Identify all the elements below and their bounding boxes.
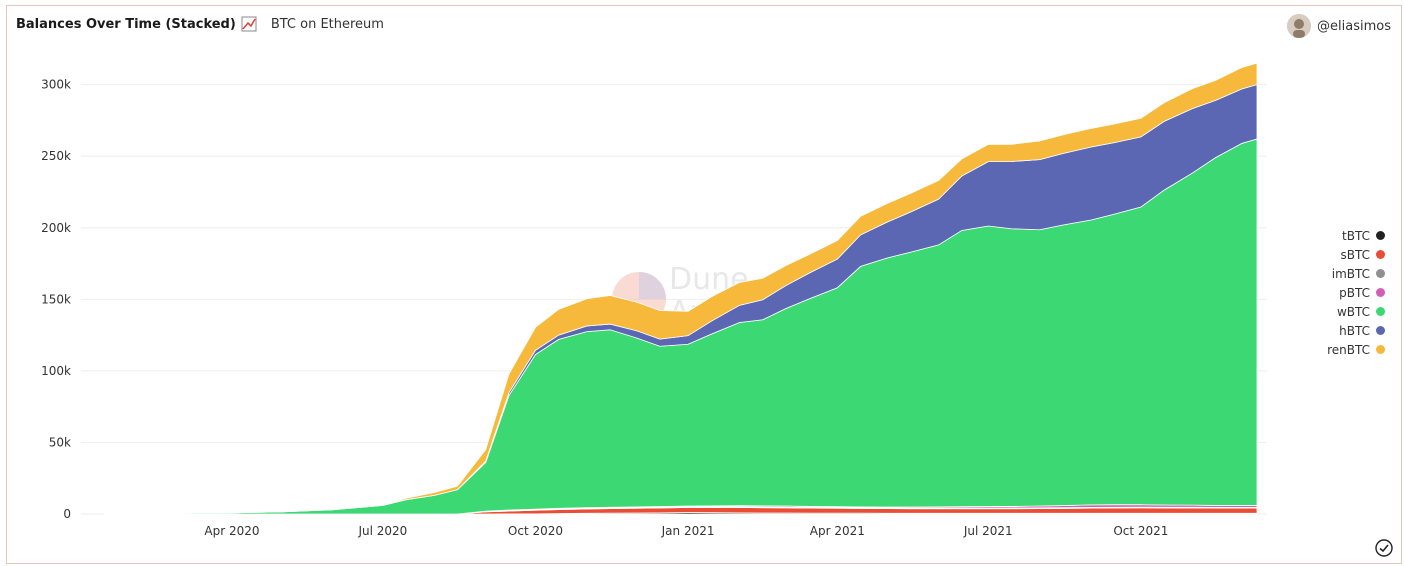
legend-swatch (1376, 288, 1385, 297)
y-tick-label: 250k (41, 149, 71, 163)
legend-item-renBTC[interactable]: renBTC (1327, 340, 1385, 359)
x-tick-label: Jul 2021 (963, 524, 1013, 538)
legend-swatch (1376, 250, 1385, 259)
x-tick-label: Oct 2020 (508, 524, 563, 538)
legend-label: tBTC (1342, 228, 1370, 243)
y-tick-label: 300k (41, 78, 71, 92)
legend-item-wBTC[interactable]: wBTC (1327, 302, 1385, 321)
chart-header: Balances Over Time (Stacked) BTC on Ethe… (16, 16, 384, 32)
legend-item-sBTC[interactable]: sBTC (1327, 245, 1385, 264)
x-axis: Apr 2020 Jul 2020 Oct 2020 Jan 2021 Apr 2021… (204, 524, 1168, 538)
legend-swatch (1376, 307, 1385, 316)
legend-item-tBTC[interactable]: tBTC (1327, 226, 1385, 245)
legend-item-hBTC[interactable]: hBTC (1327, 321, 1385, 340)
username: @eliasimos (1317, 18, 1391, 34)
x-tick-label: Jan 2021 (661, 524, 715, 538)
area-renBTC[interactable] (104, 62, 1258, 515)
x-tick-label: Oct 2021 (1113, 524, 1168, 538)
legend-label: pBTC (1339, 285, 1370, 300)
chart-title: Balances Over Time (Stacked) (16, 16, 236, 32)
legend-swatch (1376, 269, 1385, 278)
legend-item-imBTC[interactable]: imBTC (1327, 264, 1385, 283)
user-badge[interactable]: @eliasimos (1287, 14, 1391, 38)
legend-label: hBTC (1339, 323, 1370, 338)
legend-swatch (1376, 231, 1385, 240)
legend-swatch (1376, 326, 1385, 335)
series-areas (103, 62, 1258, 515)
y-tick-label: 200k (41, 221, 71, 235)
x-tick-label: Jul 2020 (357, 524, 407, 538)
legend: tBTC sBTC imBTC pBTC wBTC hBTC renBTC (1327, 226, 1385, 359)
y-tick-label: 50k (49, 435, 71, 449)
legend-swatch (1376, 345, 1385, 354)
legend-label: renBTC (1327, 342, 1370, 357)
legend-label: imBTC (1331, 266, 1370, 281)
x-tick-label: Apr 2021 (810, 524, 865, 538)
y-axis: 0 50k 100k 150k 200k 250k 300k (41, 78, 71, 521)
avatar (1287, 14, 1312, 38)
y-tick-label: 100k (41, 364, 71, 378)
legend-item-pBTC[interactable]: pBTC (1327, 283, 1385, 302)
legend-label: sBTC (1340, 247, 1371, 262)
x-tick-label: Apr 2020 (204, 524, 259, 538)
line-chart-icon (241, 16, 257, 32)
legend-label: wBTC (1336, 304, 1370, 319)
chart-panel: Balances Over Time (Stacked) BTC on Ethe… (6, 5, 1402, 564)
y-tick-label: 0 (63, 507, 71, 521)
query-name[interactable]: BTC on Ethereum (270, 16, 384, 32)
check-circle-icon[interactable] (1375, 539, 1393, 557)
stacked-area-chart: Dune Analytics 050k100k150k200k250k300k … (41, 62, 1267, 538)
y-tick-label: 150k (41, 292, 71, 306)
